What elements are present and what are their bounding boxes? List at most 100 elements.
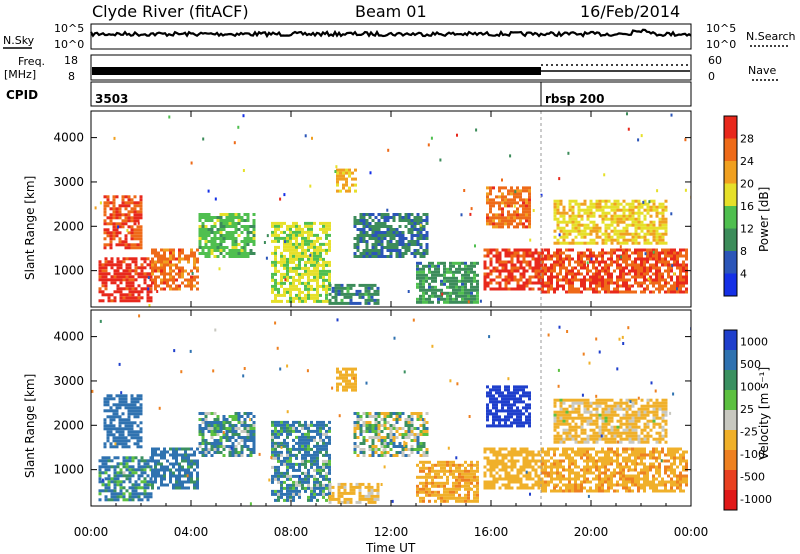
heatmap-cell bbox=[101, 284, 105, 288]
heatmap-cell bbox=[580, 281, 583, 285]
heatmap-cell bbox=[652, 205, 656, 209]
heatmap-cell bbox=[634, 251, 637, 255]
heatmap-cell bbox=[140, 272, 144, 276]
heatmap-cell bbox=[449, 490, 452, 494]
heatmap-cell bbox=[613, 202, 617, 206]
heatmap-cell bbox=[492, 201, 495, 205]
heatmap-cell bbox=[489, 471, 493, 475]
heatmap-cell bbox=[104, 257, 108, 261]
heatmap-cell bbox=[274, 435, 277, 439]
heatmap-cell bbox=[109, 421, 113, 425]
heatmap-cell bbox=[149, 275, 153, 279]
heatmap-cell bbox=[216, 246, 220, 249]
heatmap-cell bbox=[283, 462, 286, 466]
heatmap-cell bbox=[437, 300, 440, 304]
heatmap-cell bbox=[271, 420, 274, 424]
heatmap-cell bbox=[222, 415, 226, 418]
heatmap-cell bbox=[122, 456, 126, 460]
heatmap-cell bbox=[516, 207, 519, 211]
heatmap-cell bbox=[231, 249, 235, 252]
heatmap-cell bbox=[133, 213, 137, 217]
heatmap-cell bbox=[322, 423, 325, 427]
heatmap-cell bbox=[365, 234, 369, 237]
heatmap-cell bbox=[607, 269, 610, 273]
heatmap-cell bbox=[598, 226, 602, 230]
heatmap-cell bbox=[610, 272, 613, 276]
heatmap-cell bbox=[104, 281, 108, 285]
heatmap-cell bbox=[283, 272, 286, 276]
heatmap-cell bbox=[355, 292, 359, 296]
heatmap-cell bbox=[359, 442, 363, 445]
heatmap-cell bbox=[377, 412, 381, 415]
heatmap-cell bbox=[598, 229, 602, 233]
heatmap-cell bbox=[310, 429, 313, 433]
heatmap-cell bbox=[522, 213, 525, 217]
heatmap-cell bbox=[383, 219, 387, 222]
heatmap-cell bbox=[310, 251, 313, 255]
heatmap-cell bbox=[604, 284, 607, 288]
heatmap-cell bbox=[510, 204, 513, 208]
heatmap-cell bbox=[365, 415, 369, 418]
freq-right-label: Nave bbox=[748, 64, 776, 77]
heatmap-cell bbox=[489, 260, 493, 264]
heatmap-cell bbox=[398, 451, 402, 454]
heatmap-cell bbox=[455, 484, 458, 488]
heatmap-cell bbox=[519, 453, 523, 457]
heatmap-cell bbox=[130, 397, 134, 401]
heatmap-cell bbox=[534, 260, 538, 264]
heatmap-cell bbox=[106, 216, 110, 220]
heatmap-cell bbox=[325, 299, 328, 303]
heatmap-cell bbox=[125, 257, 129, 261]
heatmap-cell bbox=[240, 454, 244, 457]
heatmap-cell bbox=[207, 219, 211, 222]
heatmap-cell bbox=[525, 248, 529, 252]
heatmap-cell bbox=[286, 456, 289, 460]
heatmap-cell bbox=[507, 222, 510, 226]
heatmap-cell bbox=[483, 471, 487, 475]
heatmap-cell bbox=[184, 459, 187, 463]
heatmap-cell bbox=[328, 429, 331, 433]
heatmap-cell bbox=[658, 235, 662, 239]
heatmap-cell bbox=[595, 269, 598, 273]
heatmap-cell bbox=[252, 213, 256, 216]
heatmap-cell bbox=[501, 483, 505, 487]
heatmap-cell bbox=[234, 255, 238, 258]
heatmap-cell bbox=[122, 471, 126, 475]
heatmap-cell bbox=[243, 243, 247, 246]
heatmap-cell bbox=[544, 269, 547, 273]
heatmap-cell bbox=[298, 477, 301, 481]
heatmap-cell bbox=[157, 486, 160, 490]
heatmap-cell bbox=[365, 252, 369, 255]
heatmap-cell bbox=[374, 252, 378, 255]
heatmap-cell bbox=[340, 500, 344, 504]
heatmap-cell bbox=[443, 466, 446, 470]
heatmap-cell bbox=[115, 439, 119, 443]
heatmap-cell bbox=[510, 269, 514, 273]
heatmap-cell bbox=[522, 216, 525, 220]
heatmap-cell bbox=[374, 234, 378, 237]
heatmap-cell bbox=[607, 257, 610, 261]
heatmap-cell bbox=[301, 435, 304, 439]
heatmap-cell bbox=[319, 284, 322, 288]
heatmap-cell bbox=[313, 296, 316, 300]
heatmap-cell bbox=[107, 480, 111, 484]
heatmap-cell bbox=[283, 471, 286, 475]
heatmap-cell bbox=[516, 192, 519, 196]
heatmap-cell bbox=[464, 475, 467, 479]
heatmap-cell bbox=[425, 475, 428, 479]
heatmap-cell bbox=[470, 285, 473, 289]
freq-series-bar bbox=[92, 67, 541, 75]
heatmap-cell bbox=[368, 436, 372, 439]
heatmap-cell bbox=[476, 300, 479, 304]
heatmap-cell bbox=[589, 260, 592, 264]
heatmap-cell bbox=[178, 477, 181, 481]
heatmap-cell bbox=[519, 260, 523, 264]
heatmap-cell bbox=[425, 297, 428, 301]
heatmap-cell bbox=[103, 424, 107, 428]
heatmap-cell bbox=[628, 223, 632, 227]
heatmap-cell bbox=[166, 248, 169, 252]
heatmap-cell bbox=[525, 483, 529, 487]
heatmap-point bbox=[191, 272, 194, 275]
heatmap-cell bbox=[181, 483, 184, 487]
heatmap-cell bbox=[404, 433, 408, 436]
